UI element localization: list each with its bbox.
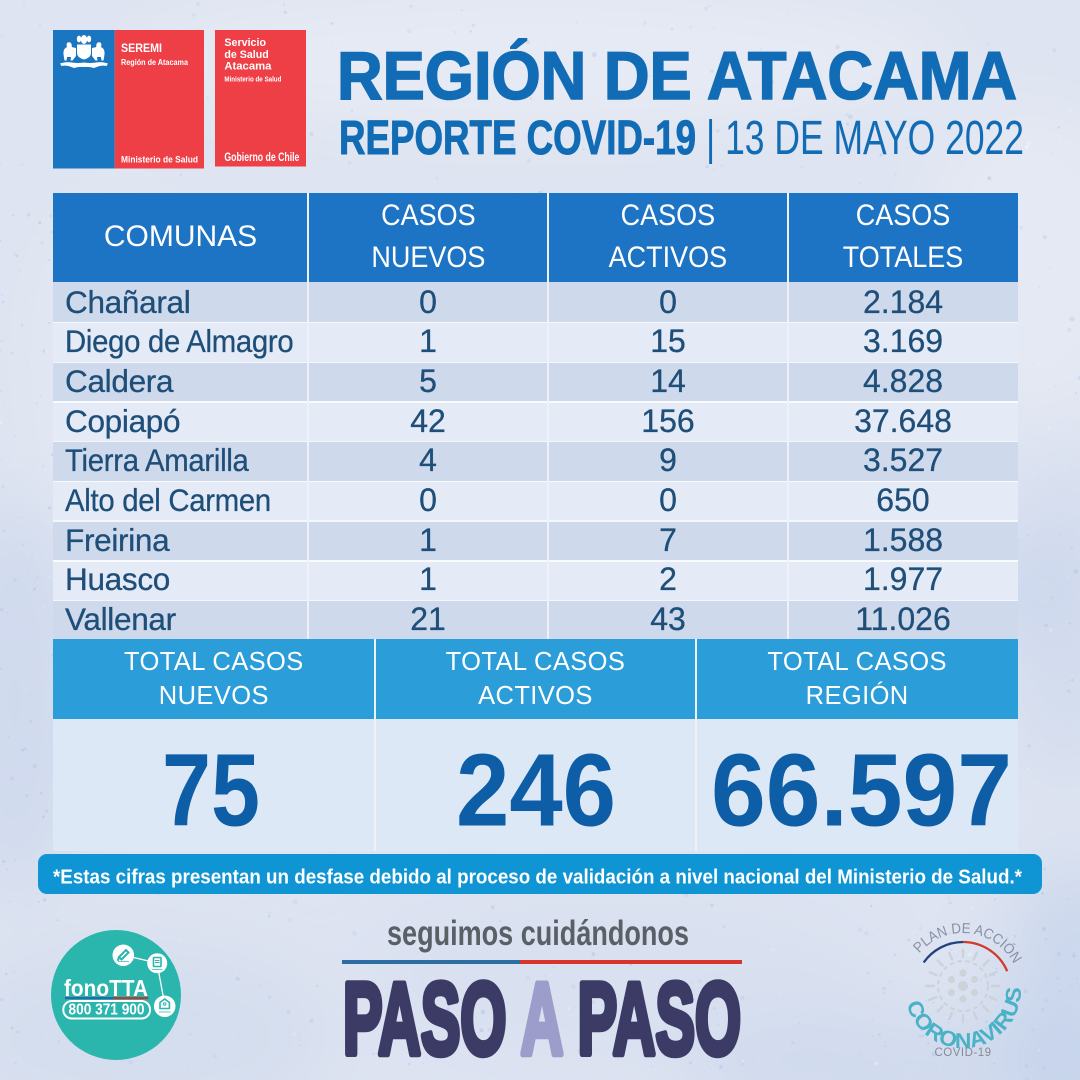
- svg-text:Atacama: Atacama: [225, 60, 273, 72]
- svg-text:PASO A PASO: PASO A PASO: [343, 962, 741, 1076]
- svg-text:de Salud: de Salud: [225, 48, 269, 60]
- svg-text:fonoTTA: fonoTTA: [64, 975, 148, 1001]
- svg-text:Gobierno de Chile: Gobierno de Chile: [225, 152, 300, 164]
- svg-text:REPORTE COVID-19: REPORTE COVID-19: [339, 112, 696, 165]
- svg-text:66.597: 66.597: [711, 733, 1012, 848]
- svg-text:246: 246: [456, 733, 616, 848]
- svg-text:REGIÓN DE ATACAMA: REGIÓN DE ATACAMA: [337, 38, 1017, 114]
- svg-text:Servicio: Servicio: [225, 37, 267, 49]
- svg-text:Ministerio de Salud: Ministerio de Salud: [121, 154, 198, 165]
- svg-text:800 371 900: 800 371 900: [69, 1001, 145, 1018]
- svg-text:Región de Atacama: Región de Atacama: [121, 56, 188, 66]
- svg-text:seguimos cuidándonos: seguimos cuidándonos: [387, 914, 689, 953]
- svg-text:Ministerio de Salud: Ministerio de Salud: [225, 74, 282, 83]
- svg-text:| 13 DE MAYO 2022: | 13 DE MAYO 2022: [706, 112, 1024, 165]
- svg-text:*Estas cifras presentan un des: *Estas cifras presentan un desfase debid…: [53, 866, 1022, 889]
- svg-text:75: 75: [162, 733, 260, 848]
- svg-text:SEREMI: SEREMI: [121, 43, 162, 55]
- svg-text:COVID-19: COVID-19: [934, 1047, 991, 1059]
